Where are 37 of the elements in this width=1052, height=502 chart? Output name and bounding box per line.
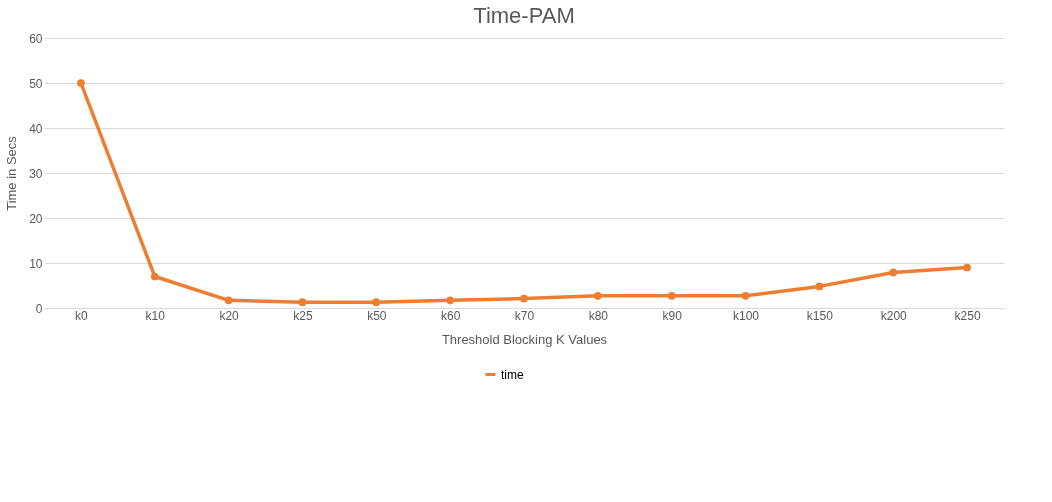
legend-label: time xyxy=(501,367,524,382)
y-axis-title: Time in Secs xyxy=(4,135,20,211)
y-tick-label: 10 xyxy=(29,256,43,271)
x-tick-label: k70 xyxy=(514,308,535,323)
point xyxy=(150,272,159,281)
point xyxy=(77,79,85,87)
x-tick-label: k0 xyxy=(75,308,89,323)
y-tick-label: 20 xyxy=(29,211,43,226)
y-tick-label: 50 xyxy=(29,76,43,91)
point xyxy=(372,298,381,307)
point xyxy=(446,296,455,305)
x-tick-label: k100 xyxy=(733,308,760,323)
chart-title: Time-PAM xyxy=(473,3,575,28)
x-tick-label: k10 xyxy=(145,308,166,323)
point xyxy=(224,296,233,305)
x-tick-label: k90 xyxy=(662,308,683,323)
y-tick-label: 60 xyxy=(29,31,43,46)
point xyxy=(963,263,971,272)
y-tick-label: 30 xyxy=(29,166,43,181)
x-tick-label: k80 xyxy=(588,308,609,323)
point xyxy=(298,298,307,307)
x-tick-label: k25 xyxy=(293,308,313,323)
point xyxy=(741,291,750,300)
x-tick-label: k20 xyxy=(219,308,240,323)
x-tick-label: k250 xyxy=(954,308,981,323)
point xyxy=(593,291,602,300)
point xyxy=(889,268,898,277)
point xyxy=(520,294,528,303)
y-tick-label: 40 xyxy=(29,121,43,136)
x-tick-label: k200 xyxy=(880,308,908,323)
x-tick-label: k50 xyxy=(367,308,387,323)
x-axis-title: Threshold Blocking K Values xyxy=(441,331,608,347)
y-tick-label: 0 xyxy=(35,301,43,316)
x-tick-label: k60 xyxy=(440,308,461,323)
x-tick-label: k150 xyxy=(806,308,834,323)
point xyxy=(667,291,676,300)
point xyxy=(815,282,824,291)
